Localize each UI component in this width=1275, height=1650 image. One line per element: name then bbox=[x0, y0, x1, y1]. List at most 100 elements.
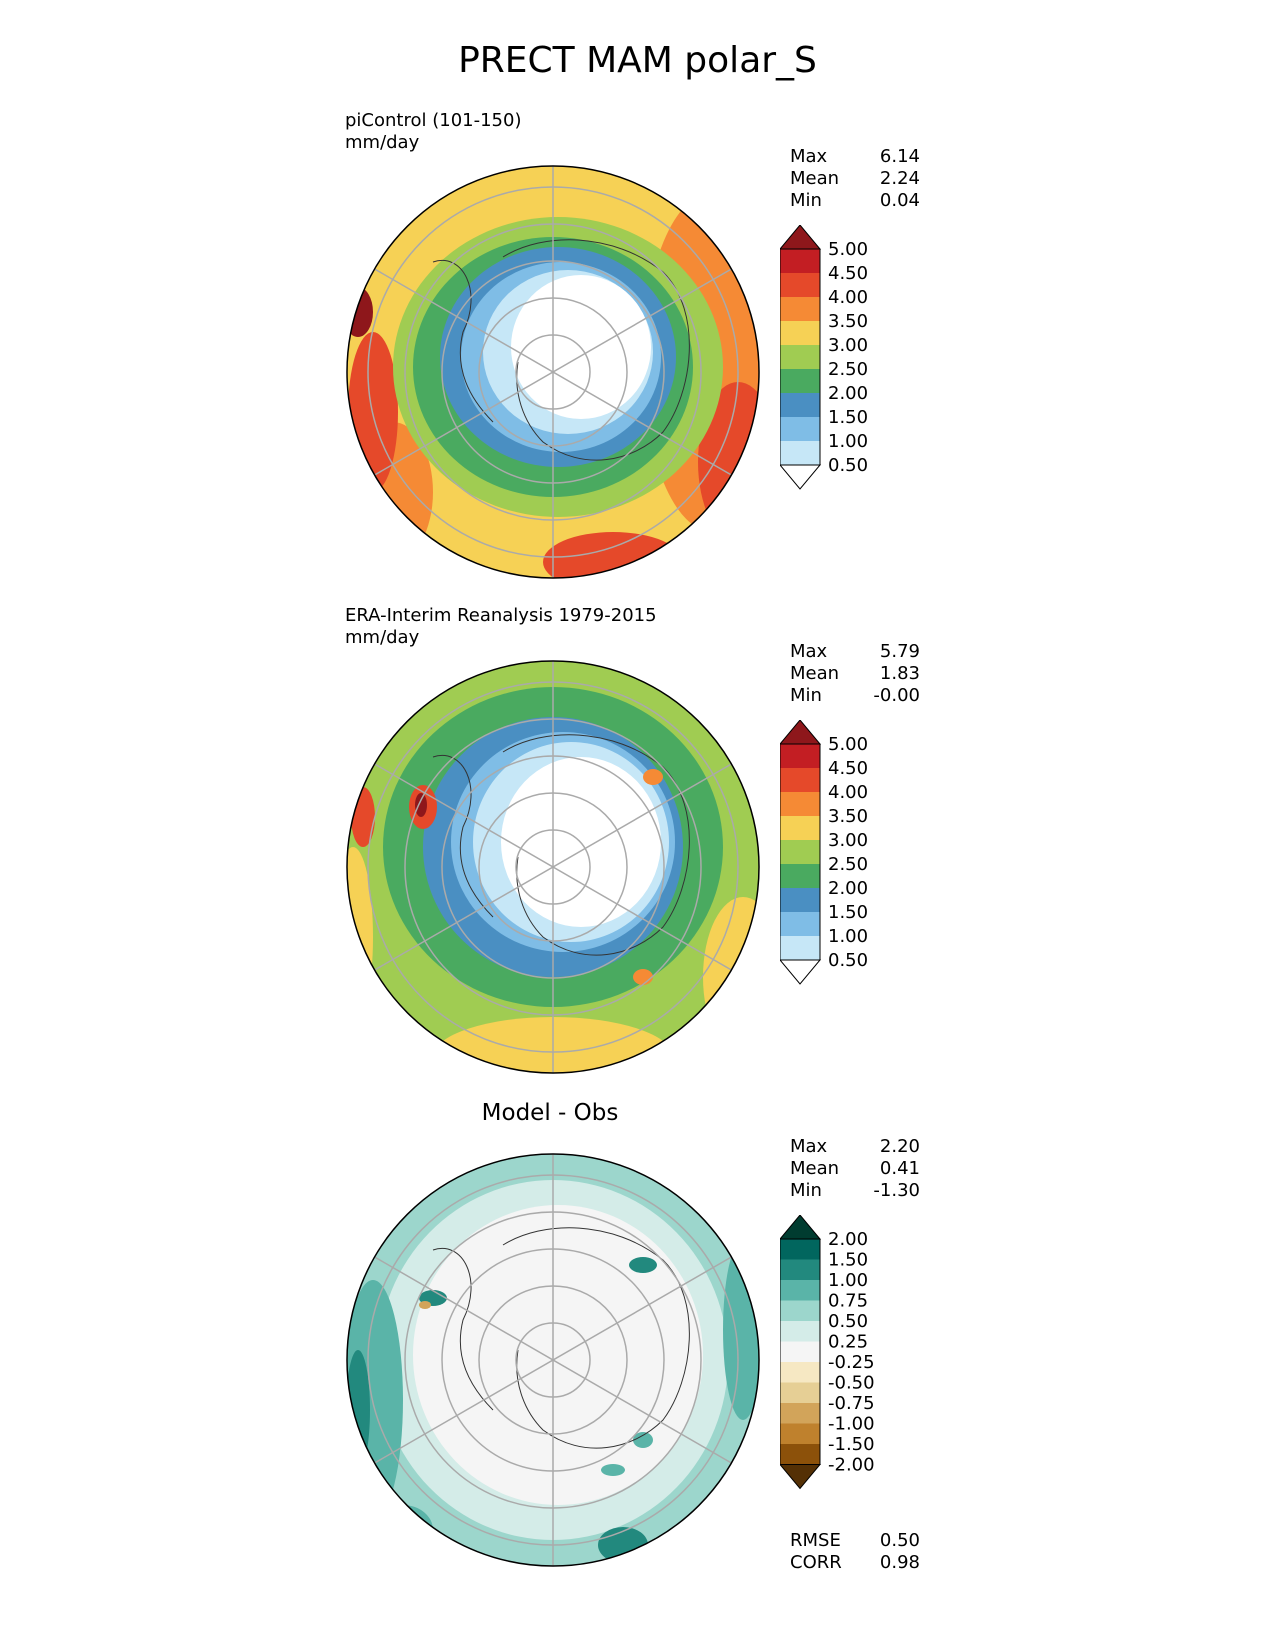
stat-label: RMSE bbox=[790, 1530, 841, 1551]
colorbar-tick-label: 1.00 bbox=[828, 431, 868, 452]
colorbar-tick-label: 3.50 bbox=[828, 311, 868, 332]
stat-label: Max bbox=[790, 146, 828, 167]
diff-title: Model - Obs bbox=[481, 1100, 619, 1126]
colorbar-band bbox=[780, 297, 820, 321]
colorbar-tick-label: -0.75 bbox=[828, 1393, 875, 1414]
colorbar-tick-label: 2.00 bbox=[828, 1229, 868, 1250]
stats-block: Max 6.14 Mean 2.24 Min 0.04 bbox=[790, 146, 920, 212]
colorbar-extend-max bbox=[780, 720, 822, 745]
stat-label: Max bbox=[790, 641, 828, 662]
colorbar-tick-label: 4.00 bbox=[828, 782, 868, 803]
colorbar-diff: -2.00-1.50-1.00-0.75-0.50-0.250.250.500.… bbox=[780, 1215, 875, 1490]
colorbar-band bbox=[780, 792, 820, 816]
stat-value: 2.24 bbox=[879, 168, 920, 189]
stat-value: 0.41 bbox=[879, 1158, 920, 1179]
colorbar-precip: 0.50 1.00 1.50 2.00 2.50 3.00 3.50 4.00 4.50 5.00 bbox=[780, 225, 868, 490]
polar-map-obs bbox=[346, 660, 760, 1074]
colorbar-band bbox=[780, 840, 820, 864]
stat-value: 2.20 bbox=[879, 1136, 920, 1157]
colorbar-band bbox=[780, 321, 820, 345]
stat-label: Min bbox=[790, 685, 822, 706]
stat-value: -1.30 bbox=[873, 1180, 920, 1201]
colorbar-extend-min bbox=[780, 464, 822, 490]
colorbar-tick-label: 3.50 bbox=[828, 806, 868, 827]
colorbar-frame bbox=[780, 743, 821, 961]
stat-label: Mean bbox=[790, 663, 840, 684]
panel-model: piControl (101-150) mm/day bbox=[0, 110, 1275, 580]
stat-label: Max bbox=[790, 1136, 828, 1157]
colorbar-tick-label: 1.50 bbox=[828, 407, 868, 428]
colorbar-band bbox=[780, 1300, 820, 1321]
colorbar-frame bbox=[780, 248, 821, 466]
colorbar-band bbox=[780, 1259, 820, 1280]
stat-label: Mean bbox=[790, 1158, 840, 1179]
colorbar-tick-label: -2.00 bbox=[828, 1455, 875, 1476]
colorbar-band bbox=[780, 936, 820, 960]
stat-value: -0.00 bbox=[873, 685, 920, 706]
colorbar-band bbox=[780, 1423, 820, 1444]
panel-diff: Model - Obs bbox=[0, 1100, 1275, 1600]
stats-block: Max 2.20 Mean 0.41 Min -1.30 bbox=[790, 1136, 920, 1202]
colorbar-band bbox=[780, 1403, 820, 1424]
panel-obs: ERA-Interim Reanalysis 1979-2015 mm/day bbox=[0, 605, 1275, 1075]
colorbar-band bbox=[780, 744, 820, 768]
colorbar-tick-label: 1.00 bbox=[828, 1270, 868, 1291]
colorbar-band bbox=[780, 864, 820, 888]
colorbar-tick-label: 1.50 bbox=[828, 1250, 868, 1271]
colorbar-tick-label: -1.50 bbox=[828, 1434, 875, 1455]
colorbar-tick-label: 0.75 bbox=[828, 1291, 868, 1312]
panel-units: mm/day bbox=[345, 627, 420, 648]
colorbar-band bbox=[780, 912, 820, 936]
colorbar-tick-label: 4.50 bbox=[828, 758, 868, 779]
colorbar-tick-label: -0.50 bbox=[828, 1373, 875, 1394]
colorbar-tick-label: -0.25 bbox=[828, 1352, 875, 1373]
colorbar-band bbox=[780, 441, 820, 465]
stat-value: 0.50 bbox=[879, 1530, 920, 1551]
colorbar-tick-label: 2.00 bbox=[828, 383, 868, 404]
colorbar-tick-label: 2.00 bbox=[828, 878, 868, 899]
polar-map-diff bbox=[346, 1153, 760, 1567]
stat-label: Min bbox=[790, 1180, 822, 1201]
colorbar-extend-min bbox=[780, 959, 822, 985]
colorbar-tick-label: 0.50 bbox=[828, 455, 868, 476]
panel-subtitle: ERA-Interim Reanalysis 1979-2015 bbox=[345, 605, 657, 626]
colorbar-tick-label: 0.25 bbox=[828, 1332, 868, 1353]
colorbar-tick-label: 3.00 bbox=[828, 830, 868, 851]
colorbar-band bbox=[780, 1239, 820, 1260]
colorbar-band bbox=[780, 1362, 820, 1383]
stat-label: CORR bbox=[790, 1552, 842, 1573]
colorbar-band bbox=[780, 1341, 820, 1362]
colorbar-tick-label: -1.00 bbox=[828, 1414, 875, 1435]
colorbar-band bbox=[780, 1444, 820, 1465]
polar-map-model bbox=[346, 165, 760, 579]
panel-subtitle: piControl (101-150) bbox=[345, 110, 522, 131]
stat-value: 5.79 bbox=[879, 641, 920, 662]
colorbar-extend-max bbox=[780, 225, 822, 250]
stat-label: Min bbox=[790, 190, 822, 211]
stat-label: Mean bbox=[790, 168, 840, 189]
colorbar-precip: 0.50 1.00 1.50 2.00 2.50 3.00 3.50 4.00 4.50 5.00 bbox=[780, 720, 868, 985]
error-stats: RMSE 0.50 CORR 0.98 bbox=[790, 1530, 920, 1574]
colorbar-tick-label: 5.00 bbox=[828, 239, 868, 260]
colorbar-band bbox=[780, 369, 820, 393]
colorbar-band bbox=[780, 273, 820, 297]
colorbar-band bbox=[780, 1382, 820, 1403]
colorbar-tick-label: 1.50 bbox=[828, 902, 868, 923]
colorbar-band bbox=[780, 1280, 820, 1301]
colorbar-extend-min bbox=[780, 1464, 822, 1490]
colorbar-band bbox=[780, 393, 820, 417]
stat-value: 1.83 bbox=[879, 663, 920, 684]
colorbar-tick-label: 5.00 bbox=[828, 734, 868, 755]
colorbar-tick-label: 3.00 bbox=[828, 335, 868, 356]
figure-title: PRECT MAM polar_S bbox=[458, 40, 817, 81]
colorbar-tick-label: 4.50 bbox=[828, 263, 868, 284]
colorbar-band bbox=[780, 417, 820, 441]
colorbar-band bbox=[780, 888, 820, 912]
colorbar-tick-label: 0.50 bbox=[828, 950, 868, 971]
colorbar-tick-label: 2.50 bbox=[828, 854, 868, 875]
colorbar-frame bbox=[780, 1238, 821, 1465]
colorbar-extend-max bbox=[780, 1215, 822, 1240]
panel-units: mm/day bbox=[345, 132, 420, 153]
colorbar-band bbox=[780, 768, 820, 792]
stat-value: 0.04 bbox=[879, 190, 920, 211]
